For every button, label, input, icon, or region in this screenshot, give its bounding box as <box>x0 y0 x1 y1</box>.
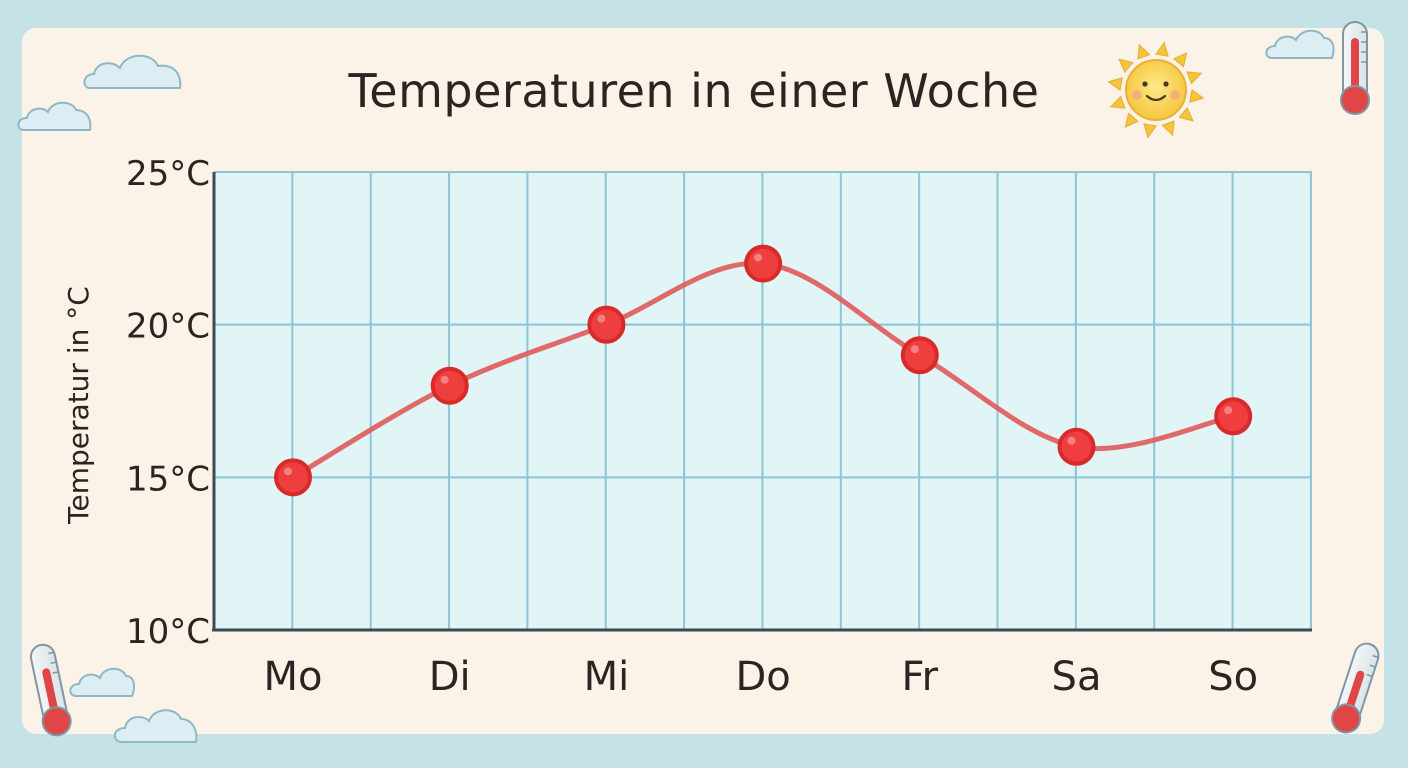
y-tick-label: 20°C <box>126 307 210 347</box>
sun-ray <box>1178 106 1194 122</box>
sun-ray <box>1143 123 1158 139</box>
x-tick-label: Mo <box>264 654 323 700</box>
x-tick-label: Di <box>429 654 471 700</box>
x-tick-labels: Mo Di Mi Do Fr Sa So <box>264 654 1259 700</box>
data-point <box>900 336 939 375</box>
sun-ray <box>1137 43 1151 60</box>
data-point <box>430 366 469 405</box>
sun-ray <box>1107 77 1123 92</box>
y-axis-label: Temperatur in °C <box>62 286 95 525</box>
y-tick-label: 10°C <box>126 612 210 652</box>
sun-ray <box>1109 95 1126 109</box>
sun-ray <box>1118 58 1134 74</box>
x-tick-label: Mi <box>584 654 630 700</box>
x-tick-label: So <box>1208 654 1258 700</box>
cloud-icon <box>1265 29 1335 59</box>
data-point <box>1057 427 1096 466</box>
y-tick-label: 25°C <box>126 154 210 194</box>
cloud-icon <box>113 709 198 743</box>
data-point-highlight <box>440 375 449 384</box>
y-tick-labels: 10°C 15°C 20°C 25°C <box>126 154 210 652</box>
x-tick-label: Do <box>735 654 790 700</box>
data-point-highlight <box>910 345 919 354</box>
data-point <box>1214 397 1253 436</box>
sun-ray <box>1124 112 1140 128</box>
sun-ray <box>1189 88 1205 103</box>
data-point-highlight <box>284 467 292 476</box>
sun-icon <box>1107 41 1205 139</box>
cloud-icon <box>69 667 135 697</box>
chart-title: Temperaturen in einer Woche <box>348 64 1040 118</box>
sun-ray <box>1161 120 1175 137</box>
thermometer-icon <box>29 643 72 737</box>
thermometer-icon <box>1331 642 1380 734</box>
data-point-highlight <box>754 253 763 262</box>
data-point-highlight <box>1224 406 1233 415</box>
y-tick-label: 15°C <box>126 459 210 499</box>
cloud-icon <box>83 54 182 89</box>
sun-ray <box>1186 71 1203 85</box>
axes <box>212 172 1312 632</box>
data-point <box>744 244 783 283</box>
x-tick-label: Sa <box>1052 654 1102 700</box>
data-point-highlight <box>1067 436 1076 445</box>
data-points <box>274 244 1253 497</box>
thermometer-icon <box>1340 21 1370 115</box>
cloud-icon <box>17 101 92 131</box>
sun-ray <box>1172 52 1188 68</box>
data-point <box>274 458 312 497</box>
data-point <box>587 305 626 344</box>
x-tick-label: Fr <box>902 654 939 700</box>
sun-ray <box>1154 41 1169 57</box>
data-point-highlight <box>597 314 606 323</box>
